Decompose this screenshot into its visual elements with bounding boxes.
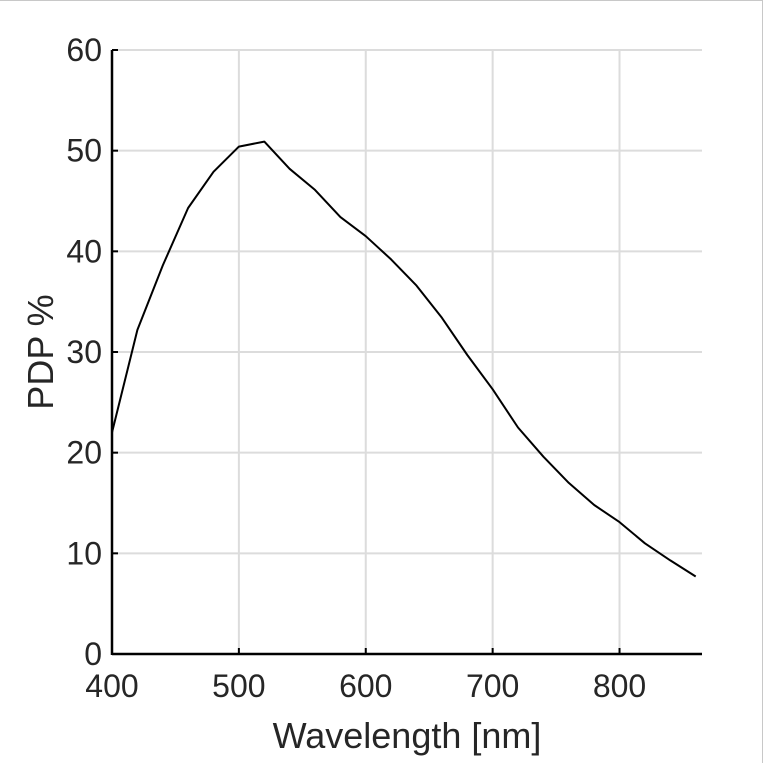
y-tick-label: 0 (84, 636, 102, 672)
y-tick-label: 20 (66, 435, 102, 471)
series-line (111, 140, 697, 578)
axes (110, 49, 702, 656)
x-tick-label: 700 (466, 668, 519, 704)
x-axis-label: Wavelength [nm] (273, 715, 542, 756)
grid (112, 49, 702, 654)
series (111, 140, 697, 578)
y-tick-label: 60 (66, 32, 102, 68)
y-tick-label: 40 (66, 233, 102, 269)
tick-labels: 400 500 600 700 800 0 10 20 30 40 50 60 (66, 32, 646, 704)
y-tick-label: 30 (66, 334, 102, 370)
y-axis-label: PDP % (20, 294, 61, 409)
y-tick-label: 50 (66, 133, 102, 169)
x-tick-label: 500 (212, 668, 265, 704)
x-tick-label: 600 (339, 668, 392, 704)
x-tick-label: 400 (85, 668, 138, 704)
x-tick-label: 800 (593, 668, 646, 704)
y-tick-label: 10 (66, 535, 102, 571)
